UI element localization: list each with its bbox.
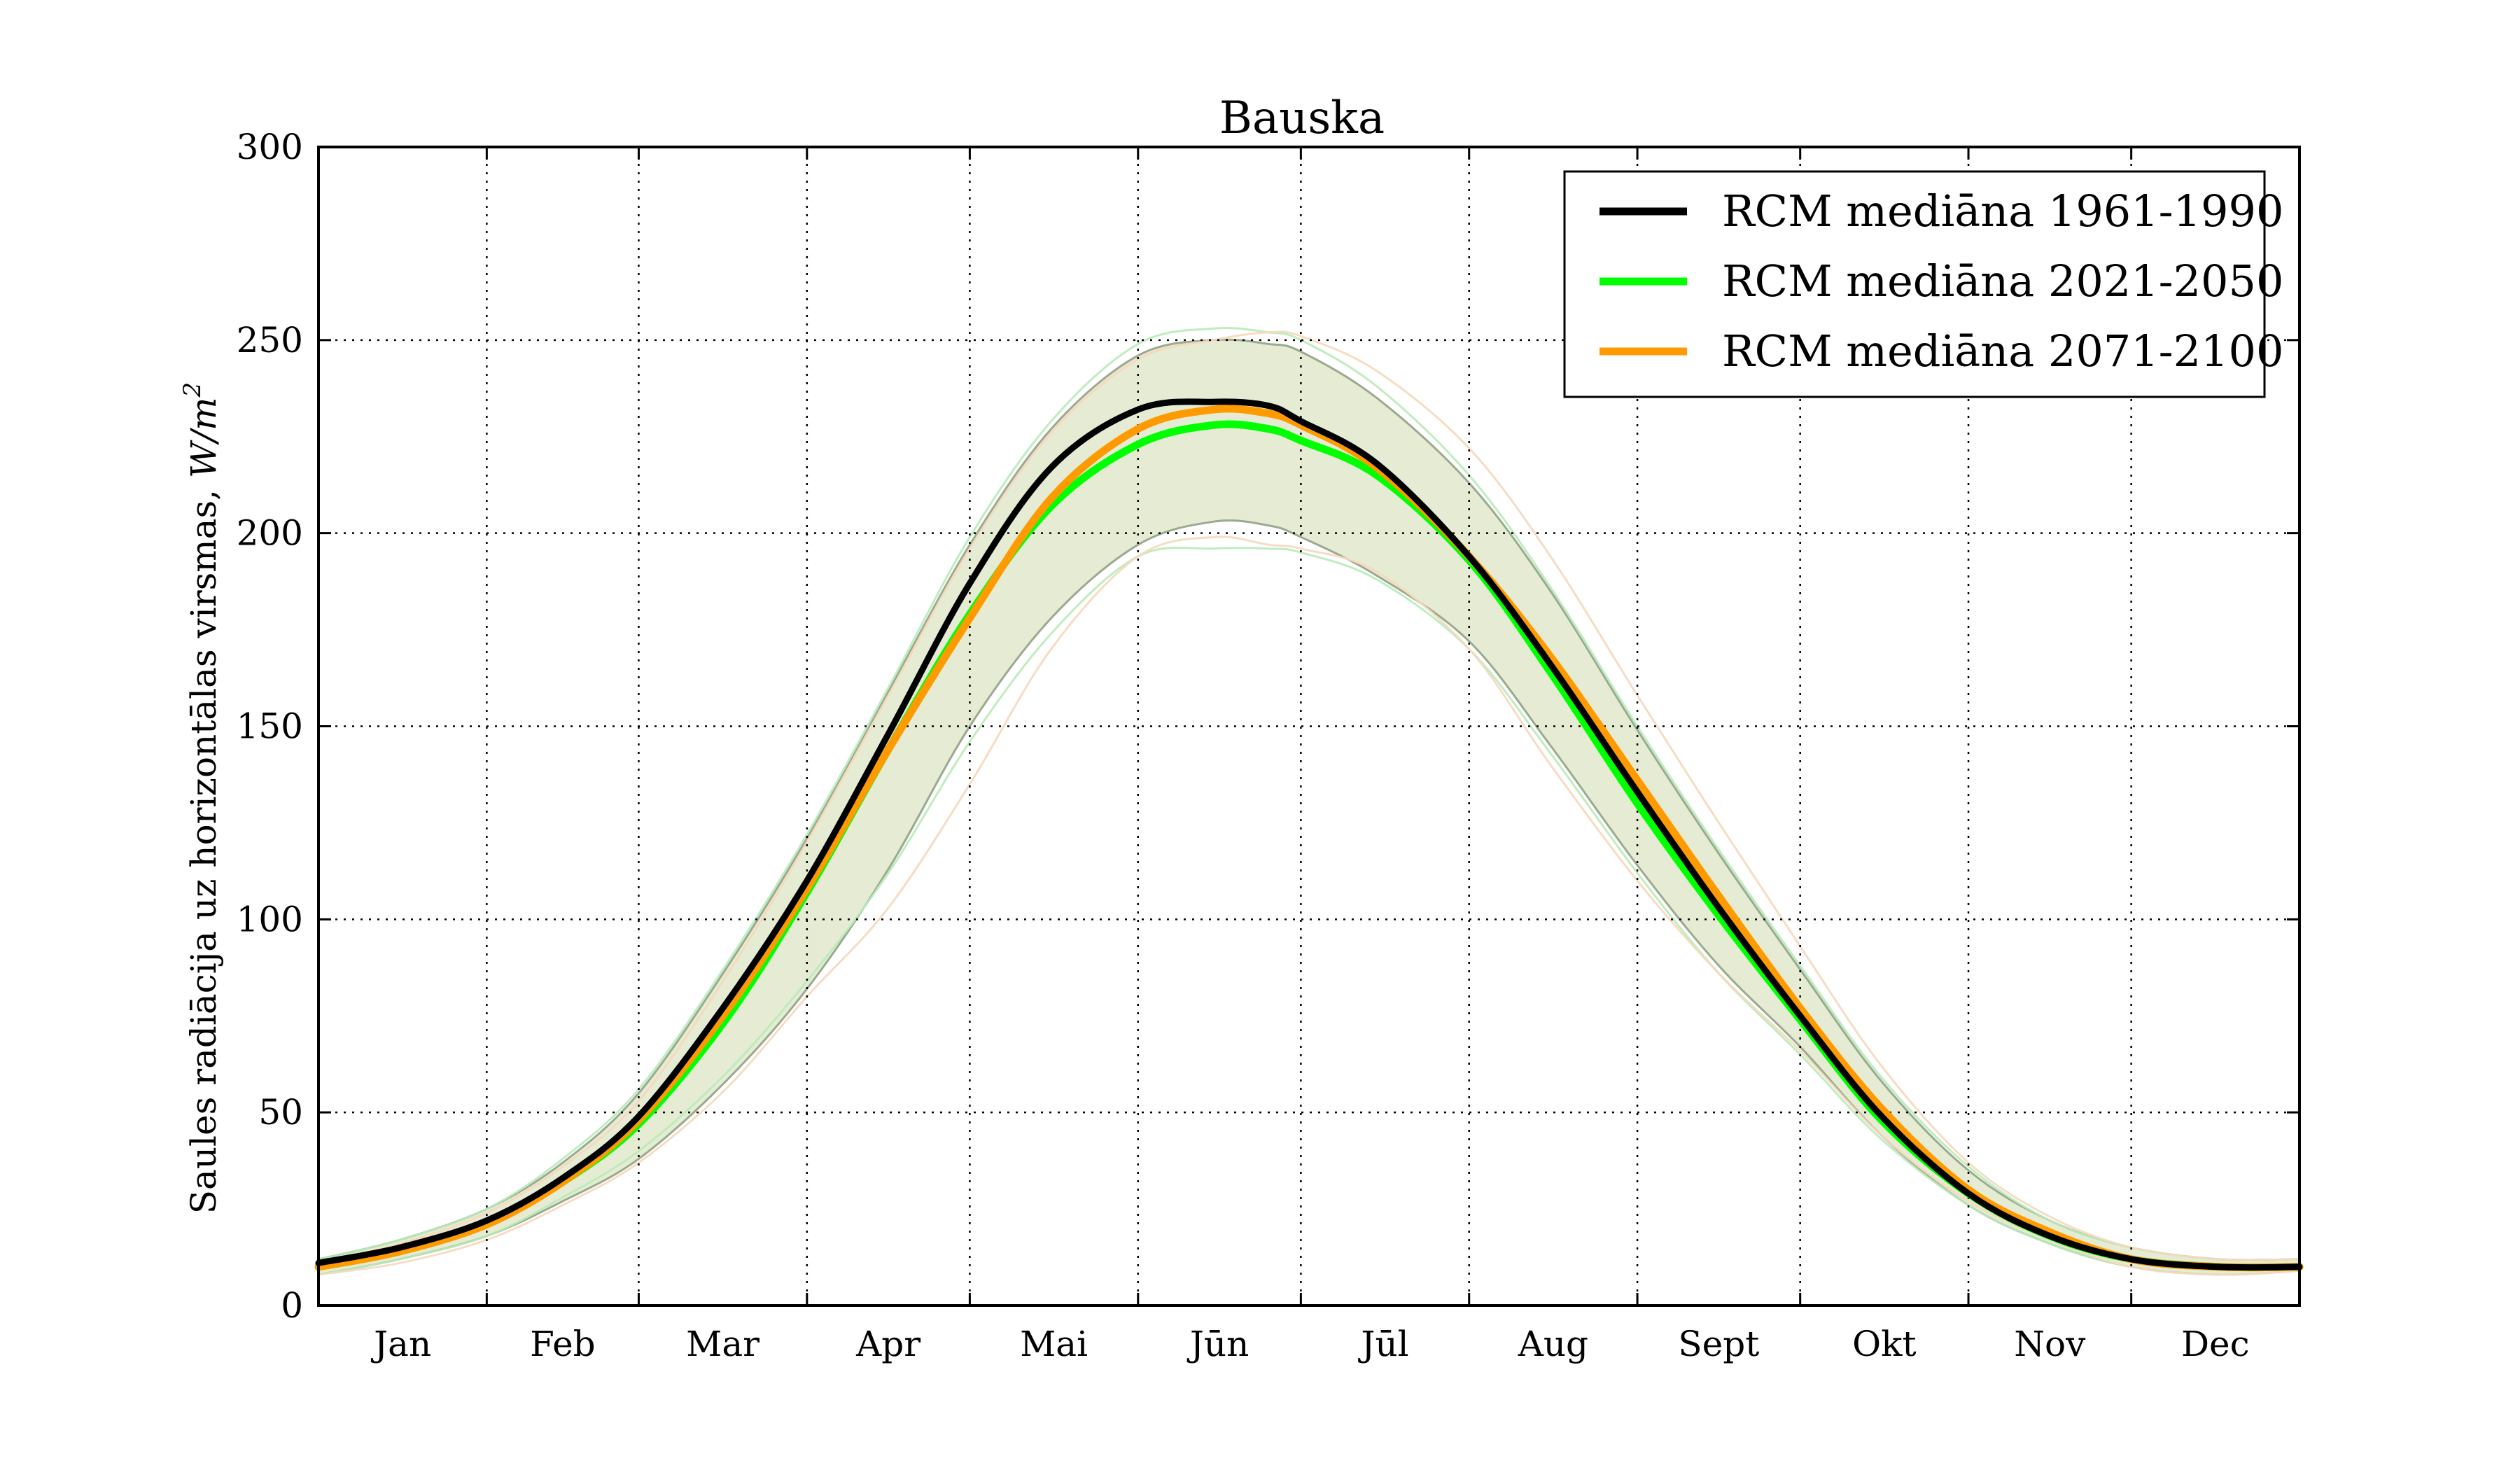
x-tick-label-sept: Sept: [1678, 1324, 1759, 1364]
x-tick-label-jūl: Jūl: [1357, 1324, 1408, 1364]
y-axis-label-unit-exponent: 2: [178, 382, 206, 398]
svg-text:Saules radiācija uz horizontāl: Saules radiācija uz horizontālas virsmas…: [178, 382, 224, 1214]
x-tick-label-mar: Mar: [686, 1324, 760, 1364]
x-tick-label-jūn: Jūn: [1186, 1324, 1249, 1364]
x-tick-label-okt: Okt: [1852, 1324, 1916, 1364]
member-line-1: [318, 327, 2300, 1261]
x-tick-label-mai: Mai: [1020, 1324, 1088, 1364]
y-tick-label: 300: [237, 127, 303, 167]
series-line-1: [315, 398, 2303, 1271]
member-line-3: [318, 546, 2300, 1276]
y-tick-label: 200: [237, 513, 303, 554]
y-tick-label: 150: [237, 706, 303, 747]
y-tick-label: 100: [237, 899, 303, 939]
y-tick-label: 50: [258, 1092, 303, 1133]
legend-label-2: RCM mediāna 2021-2050: [1722, 255, 2283, 307]
plot-area: 0 50 100 150 200 250 300 Jan Feb Mar Apr Mai Jūn Jūl A…: [237, 127, 2304, 1364]
y-axis-label: Saules radiācija uz horizontālas virsmas…: [178, 382, 224, 1214]
envelope-upper-line: [318, 338, 2300, 1261]
legend-label-1: RCM mediāna 1961-1990: [1722, 186, 2283, 237]
y-axis-label-text: Saules radiācija uz horizontālas virsmas…: [183, 478, 224, 1214]
member-line-2: [318, 330, 2300, 1264]
chart-title: Bauska: [1219, 92, 1385, 144]
y-tick-label: 0: [281, 1285, 303, 1326]
x-tick-label-apr: Apr: [855, 1324, 920, 1364]
y-axis-label-unit: W/m: [183, 397, 224, 478]
series-line-3: [314, 405, 2304, 1272]
envelope-band: [318, 340, 2300, 1275]
y-tick-label: 250: [237, 320, 303, 360]
legend: RCM mediāna 1961-1990 RCM mediāna 2021-20…: [1563, 170, 2283, 398]
x-tick-label-jan: Jan: [370, 1324, 431, 1364]
x-tick-label-feb: Feb: [530, 1324, 596, 1364]
x-tick-label-aug: Aug: [1518, 1324, 1588, 1364]
legend-label-3: RCM mediāna 2071-2100: [1722, 326, 2283, 377]
x-tick-label-dec: Dec: [2181, 1324, 2250, 1364]
member-line-4: [318, 536, 2300, 1276]
x-tick-label-nov: Nov: [2014, 1324, 2086, 1364]
